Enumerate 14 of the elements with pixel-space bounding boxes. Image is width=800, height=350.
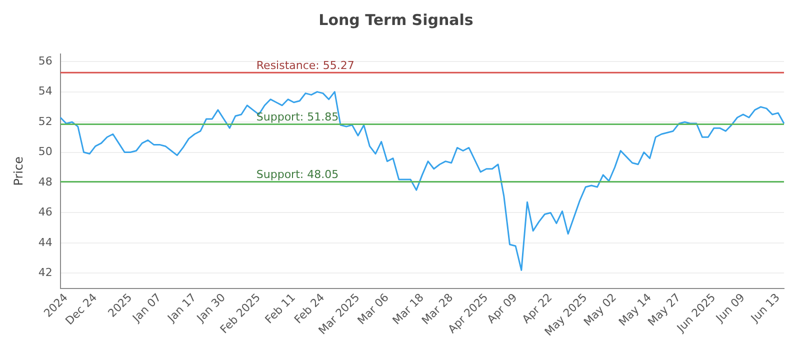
y-tick-label: 48 bbox=[38, 175, 52, 188]
y-tick-label: 54 bbox=[38, 84, 52, 98]
ref-line-label: Resistance: 55.27 bbox=[256, 58, 354, 72]
y-tick-label: 56 bbox=[38, 54, 52, 68]
y-tick-label: 52 bbox=[38, 114, 52, 128]
y-tick-label: 44 bbox=[38, 236, 52, 249]
ref-line-label: Support: 51.85 bbox=[256, 110, 339, 124]
y-axis-title: Price bbox=[11, 156, 26, 186]
x-tick-label: Jun 13 bbox=[748, 290, 782, 326]
chart-title: Long Term Signals bbox=[318, 10, 474, 29]
y-tick-label: 50 bbox=[38, 145, 52, 158]
y-tick-label: 46 bbox=[38, 206, 52, 219]
ref-line-label: Support: 48.05 bbox=[256, 168, 339, 182]
y-tick-label: 42 bbox=[38, 266, 52, 280]
